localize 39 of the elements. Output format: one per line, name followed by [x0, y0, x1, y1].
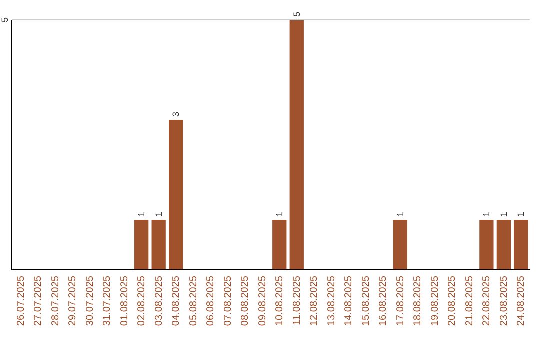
x-tick-label: 05.08.2025 [188, 276, 200, 326]
x-tick-label: 21.08.2025 [464, 276, 476, 326]
x-tick-label: 03.08.2025 [154, 276, 165, 326]
x-tick-label: 23.08.2025 [498, 276, 510, 326]
x-tick-label: 08.08.2025 [240, 276, 252, 326]
x-tick-label: 13.08.2025 [326, 276, 338, 326]
x-tick-label: 02.08.2025 [136, 276, 148, 326]
x-tick-label: 06.08.2025 [206, 276, 217, 326]
x-tick-label: 22.08.2025 [482, 276, 493, 326]
data-label: 1 [516, 212, 526, 217]
x-tick-label: 07.08.2025 [222, 276, 234, 326]
data-label: 1 [395, 212, 406, 217]
x-tick-label: 27.07.2025 [33, 276, 44, 326]
data-label: 3 [171, 112, 182, 117]
data-label: 1 [136, 212, 147, 217]
x-tick-label: 04.08.2025 [171, 276, 182, 326]
data-label: 1 [274, 212, 285, 217]
x-tick-label: 11.08.2025 [292, 276, 303, 326]
data-label: 1 [498, 212, 509, 217]
x-tick-label: 10.08.2025 [274, 276, 286, 326]
x-tick-label: 24.08.2025 [516, 276, 528, 326]
x-tick-label: 29.07.2025 [68, 276, 79, 326]
x-tick-label: 19.08.2025 [430, 276, 441, 326]
data-label: 1 [154, 212, 164, 217]
x-tick-label: 17.08.2025 [395, 276, 406, 326]
x-tick-label: 12.08.2025 [309, 276, 320, 326]
x-tick-label: 28.07.2025 [50, 276, 62, 326]
x-tick-label: 16.08.2025 [378, 276, 390, 326]
x-tick-label: 14.08.2025 [344, 276, 355, 326]
data-label: 5 [292, 12, 302, 17]
x-tick-label: 18.08.2025 [412, 276, 424, 326]
x-tick-label: 01.08.2025 [119, 276, 130, 326]
x-tick-label: 26.07.2025 [16, 276, 27, 326]
x-tick-label: 31.07.2025 [102, 276, 114, 326]
data-label: 1 [482, 212, 492, 217]
x-tick-label: 20.08.2025 [447, 276, 458, 326]
x-tick-label: 15.08.2025 [360, 276, 372, 326]
x-tick-label: 09.08.2025 [257, 276, 268, 326]
x-tick-label: 30.07.2025 [84, 276, 96, 326]
